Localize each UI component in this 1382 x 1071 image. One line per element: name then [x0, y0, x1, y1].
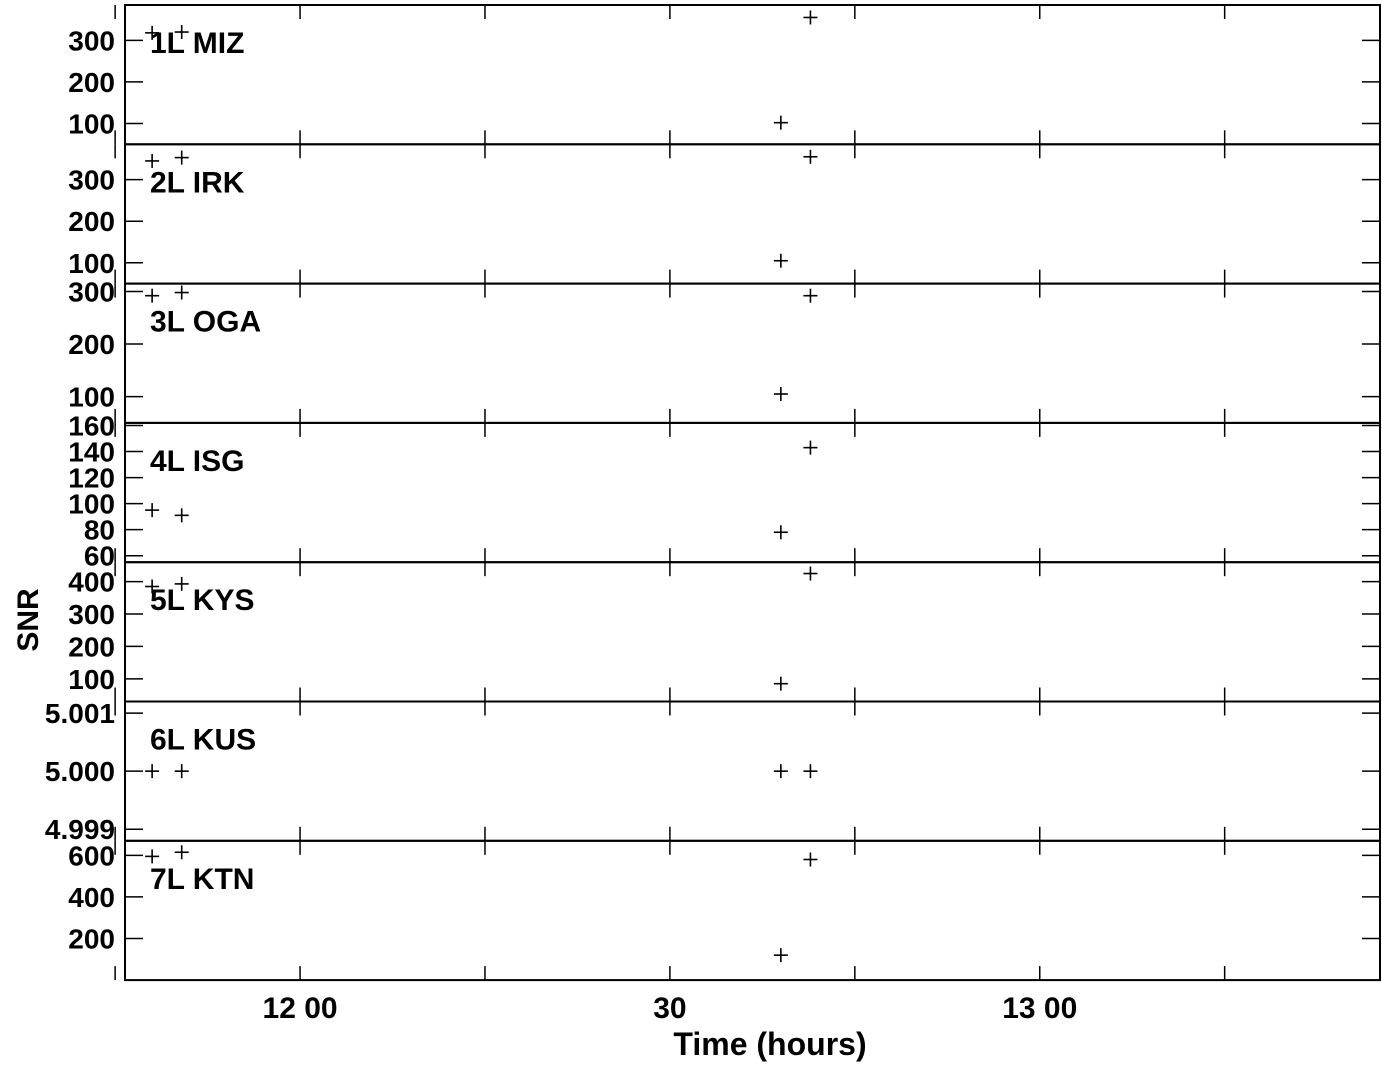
panel-frame-1 — [124, 4, 1381, 146]
data-point — [145, 764, 160, 779]
y-tick-label: 100 — [68, 382, 115, 413]
x-tick-label: 13 00 — [1002, 992, 1077, 1025]
data-point — [145, 288, 160, 303]
y-tick-label: 160 — [68, 411, 115, 442]
data-point — [773, 253, 788, 268]
data-point — [803, 440, 818, 455]
y-tick-label: 100 — [68, 489, 115, 520]
y-tick-label: 120 — [68, 463, 115, 494]
panel-label: 4L ISG — [150, 445, 244, 478]
y-tick-label: 300 — [68, 165, 115, 196]
y-tick-label: 100 — [68, 109, 115, 140]
panel-frame-3 — [124, 282, 1381, 424]
data-point — [803, 288, 818, 303]
data-point — [803, 764, 818, 779]
panel-label: 2L IRK — [150, 166, 245, 199]
data-point — [803, 566, 818, 581]
panel-label: 5L KYS — [150, 584, 255, 617]
y-tick-label: 200 — [68, 329, 115, 360]
panel-label: 6L KUS — [150, 724, 256, 757]
y-tick-label: 400 — [68, 567, 115, 598]
x-tick-label: 12 00 — [263, 992, 338, 1025]
y-tick-label: 140 — [68, 437, 115, 468]
y-tick-label: 200 — [68, 206, 115, 237]
y-tick-label: 200 — [68, 924, 115, 955]
panel-frame-7 — [124, 839, 1381, 982]
panel-label: 7L KTN — [150, 863, 254, 896]
y-tick-label: 100 — [68, 248, 115, 279]
y-tick-label: 4.999 — [45, 814, 115, 845]
x-tick-label: 30 — [653, 992, 686, 1025]
y-tick-label: 300 — [68, 599, 115, 630]
data-point — [803, 852, 818, 867]
data-point — [773, 676, 788, 691]
data-point — [174, 508, 189, 523]
y-tick-label: 100 — [68, 664, 115, 695]
panel-label: 1L MIZ — [150, 27, 244, 60]
data-point — [803, 10, 818, 25]
y-tick-label: 5.000 — [45, 756, 115, 787]
y-tick-label: 5.001 — [45, 698, 115, 729]
data-point — [174, 25, 189, 40]
data-point — [174, 845, 189, 860]
y-tick-label: 200 — [68, 631, 115, 662]
data-point — [773, 764, 788, 779]
y-tick-label: 60 — [84, 541, 115, 572]
data-point — [145, 153, 160, 168]
data-point — [145, 579, 160, 594]
panel-frame-4 — [124, 421, 1381, 564]
y-tick-label: 300 — [68, 25, 115, 56]
panel-frame-2 — [124, 143, 1381, 285]
data-point — [174, 764, 189, 779]
y-tick-label: 200 — [68, 67, 115, 98]
data-point — [174, 285, 189, 300]
data-point — [773, 525, 788, 540]
data-point — [145, 25, 160, 40]
data-point — [773, 386, 788, 401]
y-tick-label: 300 — [68, 276, 115, 307]
data-point — [174, 150, 189, 165]
y-tick-label: 80 — [84, 515, 115, 546]
data-point — [773, 948, 788, 963]
y-tick-label: 400 — [68, 882, 115, 913]
panel-frame-6 — [124, 700, 1381, 842]
x-axis-label: Time (hours) — [673, 1026, 866, 1062]
data-point — [174, 576, 189, 591]
data-point — [773, 115, 788, 130]
data-point — [803, 149, 818, 164]
panel-label: 3L OGA — [150, 306, 261, 339]
panel-frame-5 — [124, 561, 1381, 703]
y-tick-label: 600 — [68, 840, 115, 871]
data-point — [145, 503, 160, 518]
y-axis-label: SNR — [12, 588, 45, 652]
data-point — [145, 849, 160, 864]
